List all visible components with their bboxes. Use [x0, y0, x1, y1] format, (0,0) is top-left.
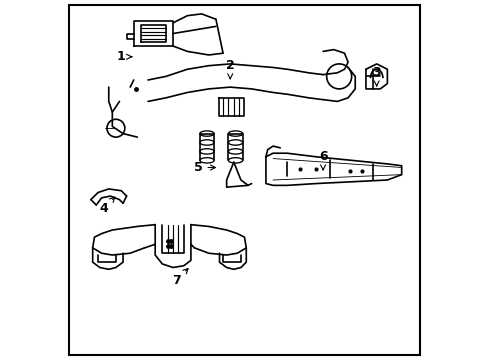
- Text: 4: 4: [99, 197, 115, 215]
- Text: 3: 3: [371, 66, 380, 86]
- Text: 2: 2: [225, 59, 234, 79]
- Text: 5: 5: [193, 161, 215, 174]
- Text: 6: 6: [318, 150, 327, 170]
- Text: 7: 7: [172, 269, 188, 287]
- Text: 1: 1: [117, 50, 131, 63]
